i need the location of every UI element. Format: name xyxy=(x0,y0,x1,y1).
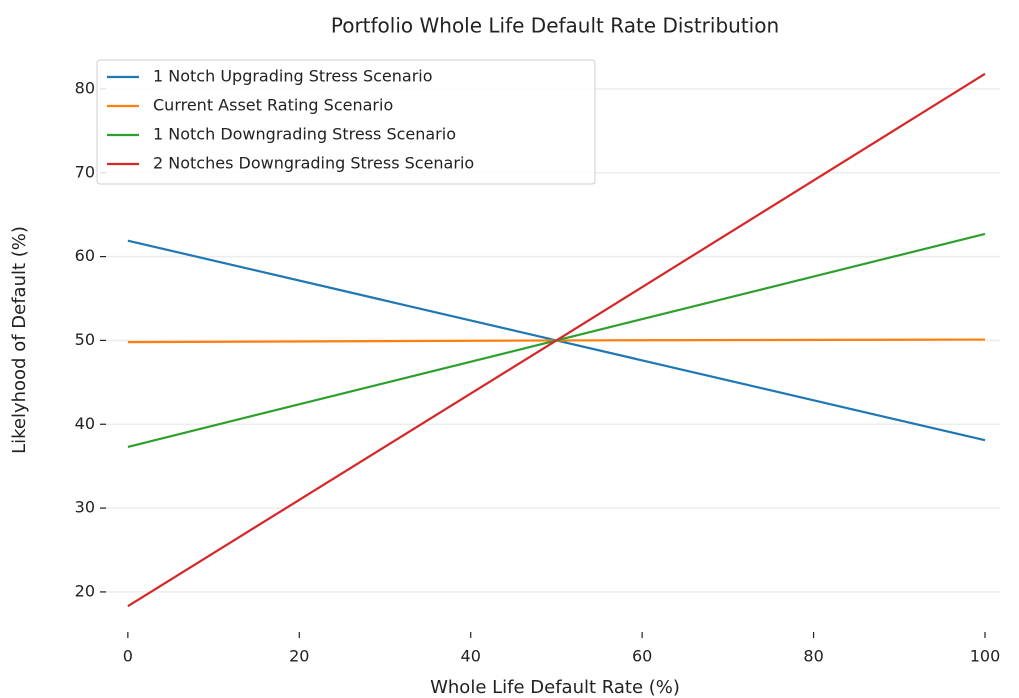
x-tick-label: 0 xyxy=(123,647,133,666)
legend-box xyxy=(96,59,596,185)
y-tick-label: 60 xyxy=(75,246,95,265)
x-tick-label: 80 xyxy=(803,647,823,666)
x-tick-label: 20 xyxy=(289,647,309,666)
x-tick-label: 40 xyxy=(461,647,481,666)
y-tick-label: 20 xyxy=(75,581,95,600)
y-tick-label: 30 xyxy=(75,498,95,517)
y-axis-label: Likelyhood of Default (%) xyxy=(9,226,30,454)
legend-label: 1 Notch Upgrading Stress Scenario xyxy=(153,67,433,86)
legend-label: 2 Notches Downgrading Stress Scenario xyxy=(153,154,474,173)
x-tick-label: 60 xyxy=(632,647,652,666)
legend-label: Current Asset Rating Scenario xyxy=(153,96,393,115)
legend-label: 1 Notch Downgrading Stress Scenario xyxy=(153,125,456,144)
series-line xyxy=(127,72,986,608)
legend: 1 Notch Upgrading Stress Scenario Current… xyxy=(96,59,596,185)
y-tick-label: 70 xyxy=(75,162,95,181)
x-axis-label: Whole Life Default Rate (%) xyxy=(430,677,680,698)
chart-title: Portfolio Whole Life Default Rate Distri… xyxy=(331,14,779,38)
y-tick-label: 80 xyxy=(75,78,95,97)
x-tick-label: 100 xyxy=(970,647,1001,666)
y-tick-label: 50 xyxy=(75,330,95,349)
y-tick-label: 40 xyxy=(75,414,95,433)
